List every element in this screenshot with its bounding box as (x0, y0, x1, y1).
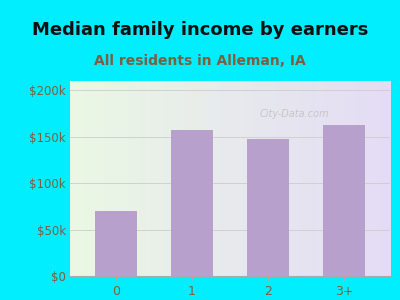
Bar (323, 124, 365, 276)
Text: City-Data.com: City-Data.com (259, 109, 329, 119)
Bar (95, 211, 137, 276)
Text: Median family income by earners: Median family income by earners (32, 21, 368, 39)
Text: All residents in Alleman, IA: All residents in Alleman, IA (94, 54, 306, 68)
Bar (171, 130, 213, 276)
Bar (247, 139, 289, 276)
